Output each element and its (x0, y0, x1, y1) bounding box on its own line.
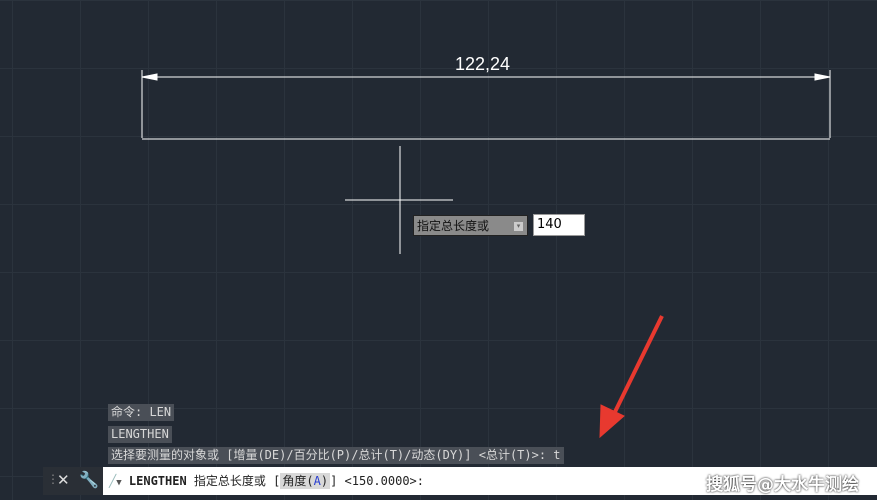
annotation-arrow (599, 315, 664, 439)
grip-icon[interactable]: ⋮ (47, 472, 59, 486)
command-toolbar: ⋮ ✕ 🔧 (43, 467, 103, 495)
history-line: 命令: LEN (108, 404, 175, 421)
dimension-arrow-left (141, 73, 158, 81)
command-line-input[interactable]: ╱▼ LENGTHEN 指定总长度或 [角度(A)] <150.0000>: (103, 467, 877, 495)
dynamic-input-field[interactable]: 140 (533, 214, 585, 236)
history-line: 选择要测量的对象或 [增量(DE)/百分比(P)/总计(T)/动态(DY)] <… (108, 447, 564, 464)
option-angle[interactable]: 角度(A) (280, 473, 331, 489)
wrench-icon[interactable]: 🔧 (79, 470, 99, 489)
watermark: 搜狐号@大水牛测绘 (706, 475, 859, 495)
command-icon: ╱ (109, 474, 117, 488)
dimension-arrow-right (814, 73, 831, 81)
chevron-down-icon[interactable]: ▼ (116, 478, 122, 488)
option-key: A (313, 474, 321, 488)
option-close: ) (320, 474, 329, 488)
command-prompt: 指定总长度或 [ (193, 474, 281, 488)
option-label: 角度( (282, 474, 314, 488)
history-line: LENGTHEN (108, 426, 172, 443)
command-name: LENGTHEN (128, 474, 187, 488)
command-suffix: ] <150.0000>: (330, 474, 424, 488)
prompt-text: 指定总长度或 (417, 219, 490, 233)
dropdown-icon[interactable]: ▾ (514, 222, 523, 231)
dynamic-input-prompt: 指定总长度或 ▾ (413, 215, 528, 236)
close-icon[interactable]: ✕ (57, 471, 70, 489)
dimension-text: 122,24 (455, 54, 511, 74)
